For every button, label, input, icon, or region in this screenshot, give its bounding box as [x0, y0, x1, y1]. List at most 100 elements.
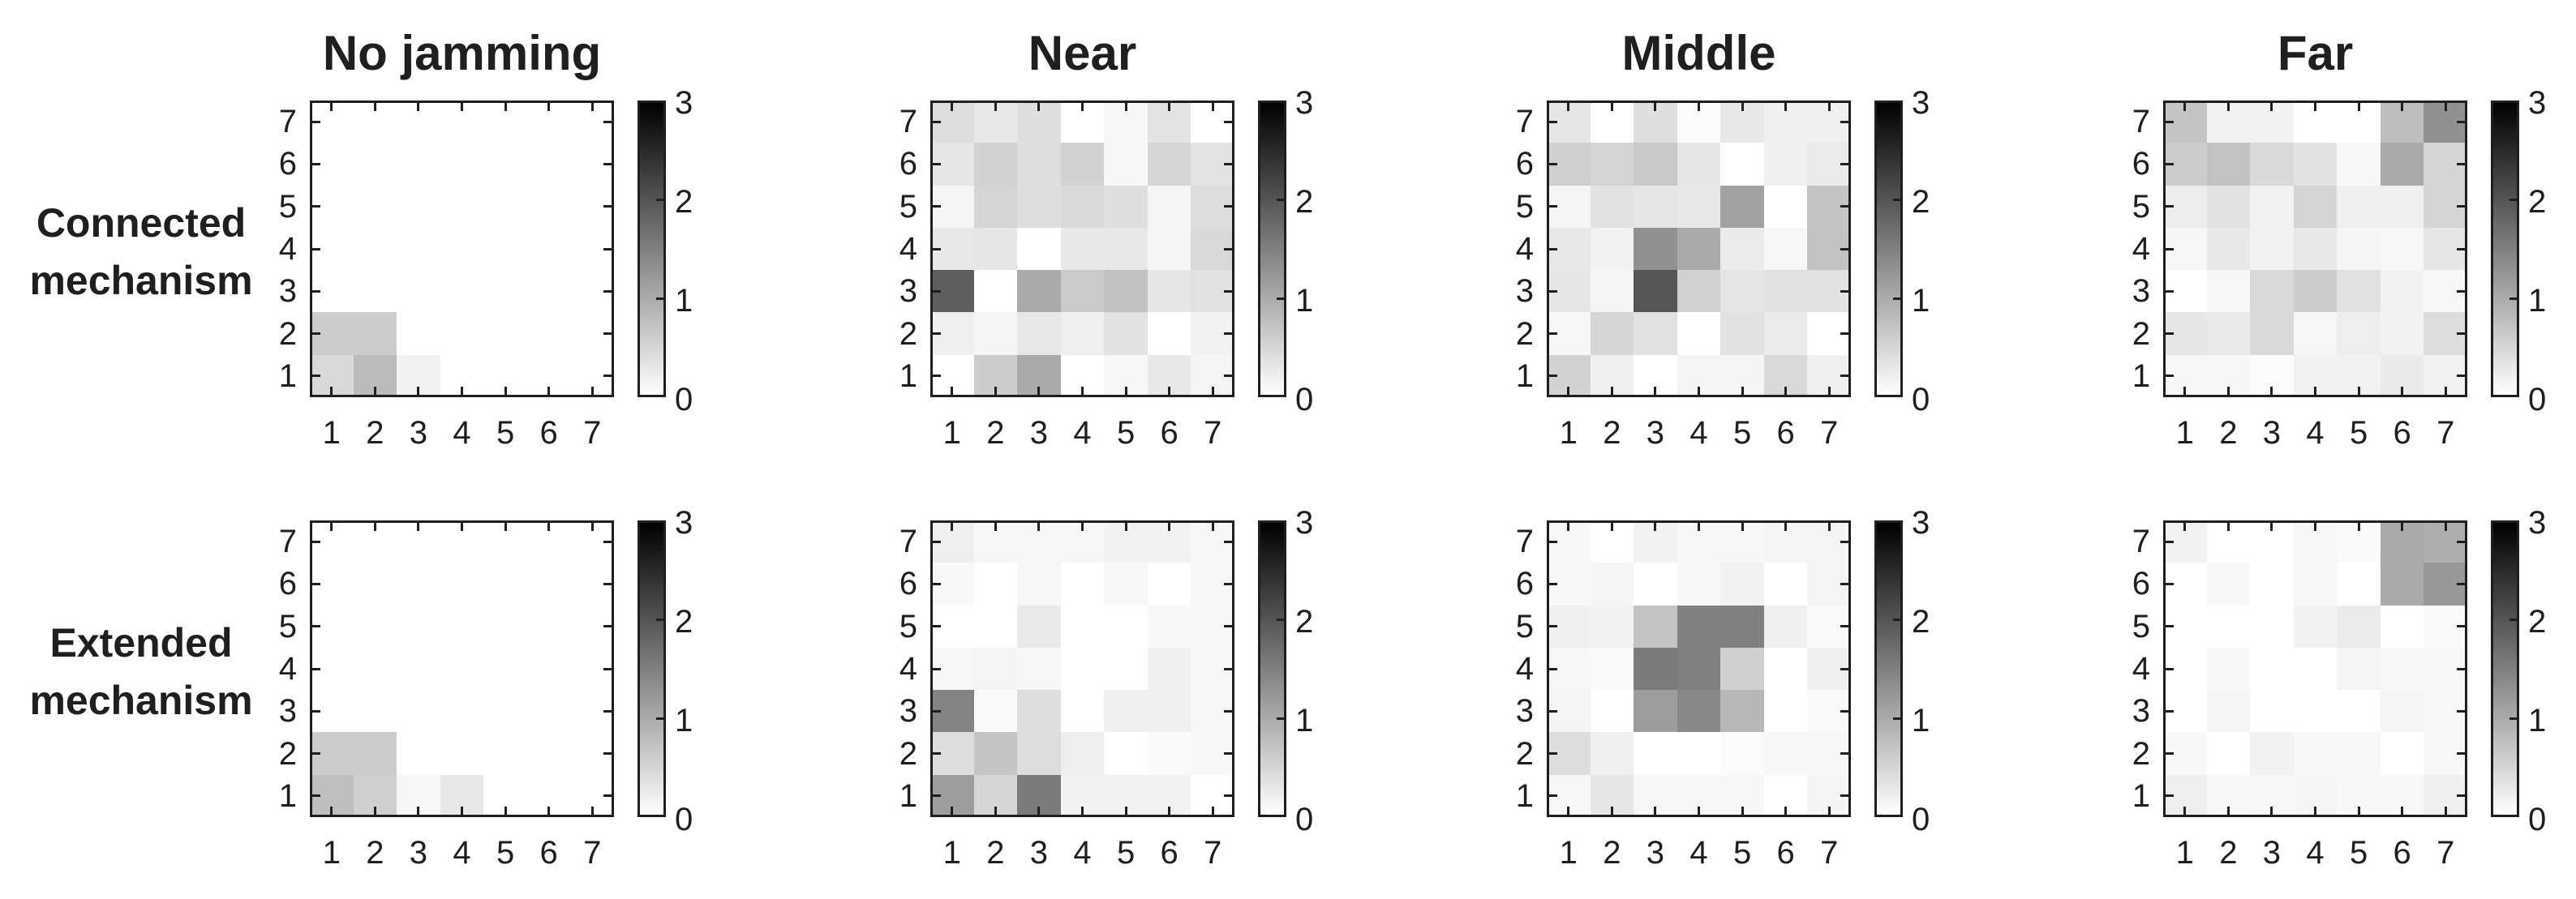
colorbar: 3 2 1 0 [1258, 85, 1313, 417]
heatmap-cell [1147, 143, 1191, 186]
x-tick-label: 1 [942, 835, 961, 871]
panel-title: Far [2277, 26, 2354, 80]
heatmap-cell [2424, 143, 2467, 186]
y-tick-label: 7 [278, 524, 297, 560]
heatmap-cell [570, 690, 614, 733]
heatmap-cell [973, 143, 1018, 186]
heatmap-cell [1720, 605, 1764, 648]
y-tick-label: 4 [899, 231, 917, 267]
heatmap-cell [2293, 143, 2338, 186]
heatmap-cell [570, 774, 614, 817]
x-tick-label: 6 [539, 415, 558, 451]
colorbar-tick [2509, 618, 2517, 621]
heatmap-cell [930, 143, 974, 186]
colorbar-tick [2509, 198, 2517, 201]
heatmap-cell [483, 563, 527, 606]
heatmap-cell [1147, 354, 1191, 397]
heatmap-cell [2293, 185, 2338, 228]
heatmap-cell [2424, 647, 2467, 691]
heatmap-cell [2250, 774, 2294, 817]
x-tick-label: 3 [2262, 835, 2282, 871]
heatmap-cell [2250, 101, 2294, 143]
heatmap-cell [2337, 690, 2381, 733]
heatmap-cell [2163, 101, 2207, 143]
heatmap-cell [2250, 185, 2294, 228]
colorbar: 3 2 1 0 [2491, 505, 2546, 837]
heatmap-cell [1104, 101, 1148, 143]
heatmap-cell [930, 185, 974, 228]
heatmap-cell [2380, 774, 2424, 817]
colorbar: 3 2 1 0 [2491, 85, 2546, 417]
heatmap-cell [2380, 354, 2424, 397]
x-tick-label: 7 [1820, 835, 1839, 871]
heatmap-cell [353, 227, 397, 271]
heatmap-cell [1677, 732, 1721, 775]
heatmap-cell [1634, 563, 1677, 606]
y-tick-label: 5 [899, 608, 917, 644]
colorbar-tick-label: 0 [1912, 382, 1930, 417]
heatmap-cell [310, 774, 354, 817]
x-tick-label: 5 [496, 415, 515, 451]
heatmap-cell [1807, 690, 1851, 733]
heatmap-cell [2163, 143, 2207, 186]
heatmap-cell [1191, 690, 1234, 733]
heatmap-cell [1677, 605, 1721, 648]
heatmap-cell [1017, 647, 1061, 691]
x-tick-label: 2 [2219, 835, 2238, 871]
heatmap-cell [2250, 520, 2294, 563]
x-tick-label: 1 [1559, 835, 1578, 871]
heatmap-cell [440, 774, 484, 817]
heatmap-cell [440, 270, 484, 313]
heatmap-cell [2424, 270, 2467, 313]
x-tick-label: 2 [986, 415, 1005, 451]
heatmap-cell [440, 732, 484, 775]
colorbar-tick [656, 618, 663, 621]
row-label-connected: Connected mechanism [29, 200, 253, 303]
heatmap-cell [483, 185, 527, 228]
heatmap-cell [2337, 354, 2381, 397]
heatmap-cell [2163, 312, 2207, 355]
heatmap-cell [353, 101, 397, 143]
heatmap-cell [2337, 774, 2381, 817]
heatmap-cell [310, 647, 354, 691]
x-tick-label: 6 [1776, 835, 1795, 871]
x-tick-label: 4 [1689, 415, 1708, 451]
heatmap-cell [2206, 605, 2251, 648]
heatmap-cell [397, 647, 440, 691]
heatmap-cell [483, 732, 527, 775]
colorbar-tick-label: 0 [1912, 802, 1930, 837]
heatmap-cell [1104, 185, 1148, 228]
colorbar-tick-label: 1 [1295, 703, 1314, 738]
heatmap-cell [1763, 690, 1808, 733]
colorbar-gradient [1260, 103, 1284, 395]
x-tick-label: 2 [366, 415, 384, 451]
heatmap-cell [483, 312, 527, 355]
heatmap-cell [310, 690, 354, 733]
y-tick-label: 6 [1515, 566, 1534, 602]
colorbar-tick-label: 1 [675, 703, 693, 738]
heatmap-cell [526, 354, 571, 397]
heatmap-cell [353, 185, 397, 228]
heatmap-cell [1720, 312, 1764, 355]
heatmap-cell [1147, 605, 1191, 648]
heatmap-cell [483, 143, 527, 186]
heatmap-cell [310, 185, 354, 228]
colorbar: 3 2 1 0 [1874, 505, 1930, 837]
y-tick-label: 1 [278, 357, 297, 394]
x-tick-label: 2 [2219, 415, 2238, 451]
x-tick-label: 4 [453, 415, 471, 451]
heatmap-cell [1634, 354, 1677, 397]
heatmap-cell [1763, 101, 1808, 143]
heatmap-cell [1017, 774, 1061, 817]
heatmap-cell [526, 270, 571, 313]
heatmap-cell [1060, 227, 1105, 271]
heatmap-cell [1191, 563, 1234, 606]
heatmap-cell [1807, 520, 1851, 563]
y-tick-label: 2 [1515, 315, 1534, 352]
colorbar: 3 2 1 0 [1258, 505, 1313, 837]
heatmap-cell [353, 732, 397, 775]
panel-title: Near [1028, 26, 1137, 80]
x-tick-label: 3 [409, 415, 428, 451]
colorbar-tick [1277, 198, 1284, 201]
heatmap-cell [2380, 605, 2424, 648]
